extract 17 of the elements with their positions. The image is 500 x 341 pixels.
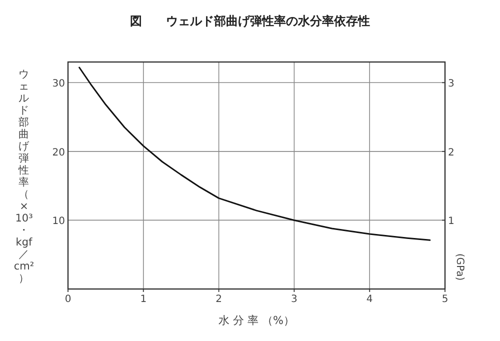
x-tick-label: 2	[216, 294, 222, 305]
y-tick-label: 10	[52, 216, 65, 228]
y2-tick-label: 1	[448, 216, 454, 228]
text: ウェルド部曲げ弾性率（×10³・kgf／cm²）	[14, 68, 34, 284]
y-tick-label: 30	[52, 78, 65, 90]
line-series	[78, 66, 431, 241]
y2-axis-title: (GPa)	[454, 253, 465, 281]
x-tick-label: 4	[366, 294, 373, 305]
chart-title: 図 ウェルド部曲げ弾性率の水分率依存性	[130, 14, 370, 28]
x-tick-label: 3	[291, 294, 298, 305]
x-tick-label: 1	[140, 294, 147, 305]
y2-tick-label: 3	[448, 78, 454, 90]
y2-tick-label: 2	[448, 147, 454, 158]
x-tick-label: 0	[64, 294, 72, 305]
x-axis-title: 水 分 率 （%）	[218, 314, 294, 327]
y-tick-label: 20	[52, 147, 65, 158]
x-tick-label: 5	[442, 294, 448, 305]
